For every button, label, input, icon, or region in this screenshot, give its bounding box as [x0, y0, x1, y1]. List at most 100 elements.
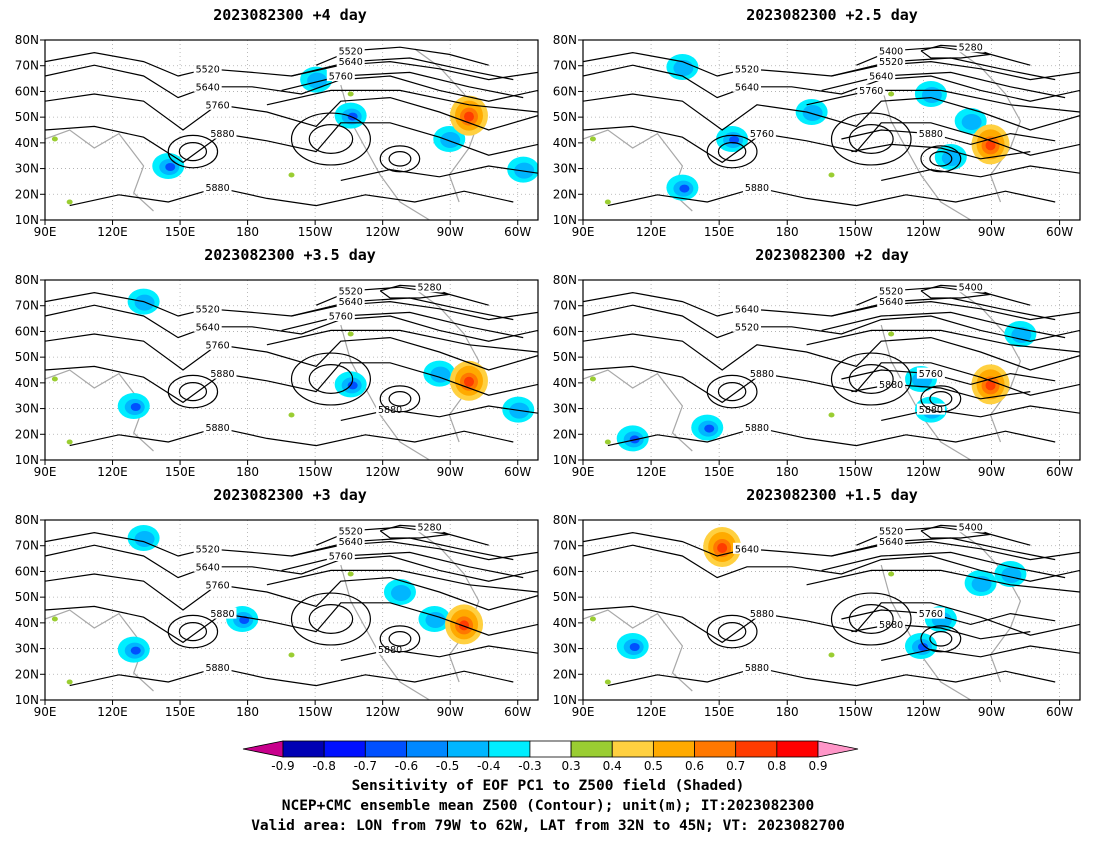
contour-low	[167, 134, 219, 169]
contour-low	[290, 112, 371, 166]
contour-label: 5400	[959, 523, 983, 534]
x-tick-label: 150W	[298, 465, 333, 479]
contour-line	[45, 51, 538, 81]
shading-positive	[888, 331, 895, 337]
contour-low	[178, 142, 208, 162]
x-tick-label: 120E	[97, 225, 128, 239]
contour-label: 5640	[339, 297, 363, 308]
contour-label: 5760	[329, 312, 353, 323]
shading-positive	[51, 136, 58, 142]
contour-low	[706, 374, 758, 409]
contour-line	[45, 573, 538, 611]
shading-positive	[66, 439, 73, 445]
y-tick-label: 40N	[553, 136, 577, 150]
y-tick-label: 10N	[553, 213, 577, 227]
shading-positive	[463, 111, 474, 122]
y-tick-label: 70N	[553, 59, 577, 73]
x-tick-label: 60W	[504, 465, 531, 479]
shading-negative	[1001, 567, 1022, 583]
x-tick-label: 150E	[704, 705, 735, 719]
colorbar-label: 0.8	[767, 759, 786, 773]
x-tick-label: 120E	[636, 705, 667, 719]
colorbar-label: -0.4	[477, 759, 500, 773]
contour-label: 5520	[196, 304, 220, 315]
shading-negative	[961, 114, 982, 130]
contour-label-bg	[747, 367, 776, 379]
contour-label-bg	[415, 521, 444, 533]
contour-label-bg	[208, 127, 237, 139]
contour-line	[45, 602, 538, 644]
contour-label: 5520	[339, 46, 363, 57]
y-tick-label: 70N	[553, 539, 577, 553]
contour-label-bg	[336, 55, 365, 67]
contour-line	[851, 143, 1031, 160]
y-tick-label: 10N	[15, 693, 39, 707]
contour-line	[291, 57, 514, 81]
contour-line	[583, 333, 1080, 371]
map-background	[583, 280, 1080, 460]
contour-line	[583, 291, 1080, 321]
contour-label: 5880	[919, 129, 943, 140]
contour-low	[706, 614, 758, 649]
colorbar-label: 0.7	[726, 759, 745, 773]
y-tick-label: 30N	[15, 402, 39, 416]
shading-negative	[917, 643, 928, 651]
contour-label-bg	[733, 542, 762, 554]
x-tick-label: 90W	[978, 465, 1005, 479]
panel-frame	[582, 39, 1081, 221]
contour-label-bg	[193, 320, 222, 332]
y-tick-label: 10N	[15, 453, 39, 467]
panel-title: 2023082300 +3 day	[213, 486, 367, 504]
y-tick-label: 80N	[553, 33, 577, 47]
x-tick-label: 120W	[365, 465, 400, 479]
contour-line	[340, 405, 538, 421]
contour-low	[308, 603, 354, 634]
shading-positive	[828, 652, 835, 658]
shading-negative	[130, 403, 141, 411]
contour-line	[583, 304, 1080, 342]
contour-line	[379, 284, 450, 299]
contour-low	[290, 592, 371, 646]
contour-line	[881, 645, 1080, 661]
contour-line	[583, 64, 1080, 102]
contour-label: 5640	[869, 72, 893, 83]
contour-line	[806, 329, 1080, 353]
shading-negative	[704, 424, 715, 433]
contour-low	[929, 630, 953, 647]
contour-low	[717, 142, 747, 162]
coastline-asia	[45, 609, 154, 692]
coastline-asia	[45, 129, 154, 212]
contour-line	[607, 666, 1056, 687]
y-tick-label: 10N	[553, 453, 577, 467]
x-tick-label: 120W	[365, 705, 400, 719]
contour-label: 5520	[196, 64, 220, 75]
contour-low	[848, 123, 894, 154]
contour-label-bg	[336, 295, 365, 307]
contour-label: 5760	[919, 609, 943, 620]
contour-low	[178, 621, 208, 642]
contour-label-bg	[742, 421, 771, 433]
shading-positive	[888, 91, 895, 97]
coastline-asia	[583, 369, 693, 452]
y-tick-label: 80N	[553, 513, 577, 527]
y-tick-label: 20N	[553, 667, 577, 681]
contour-low	[920, 385, 962, 413]
contour-line	[45, 333, 538, 371]
contour-label-bg	[203, 181, 232, 193]
contour-label: 5760	[329, 552, 353, 563]
contour-label-bg	[193, 62, 222, 74]
x-tick-label: 150E	[165, 705, 196, 719]
x-tick-label: 90E	[34, 225, 57, 239]
contour-label-bg	[747, 607, 776, 619]
contour-line	[920, 284, 991, 299]
contour-label: 5880	[745, 663, 769, 674]
shading-positive	[51, 616, 58, 622]
shading-positive	[985, 380, 996, 391]
y-tick-label: 20N	[15, 187, 39, 201]
colorbar-swatch	[611, 740, 654, 758]
y-tick-label: 50N	[553, 350, 577, 364]
shading-positive	[589, 376, 596, 382]
x-tick-label: 180	[776, 465, 799, 479]
